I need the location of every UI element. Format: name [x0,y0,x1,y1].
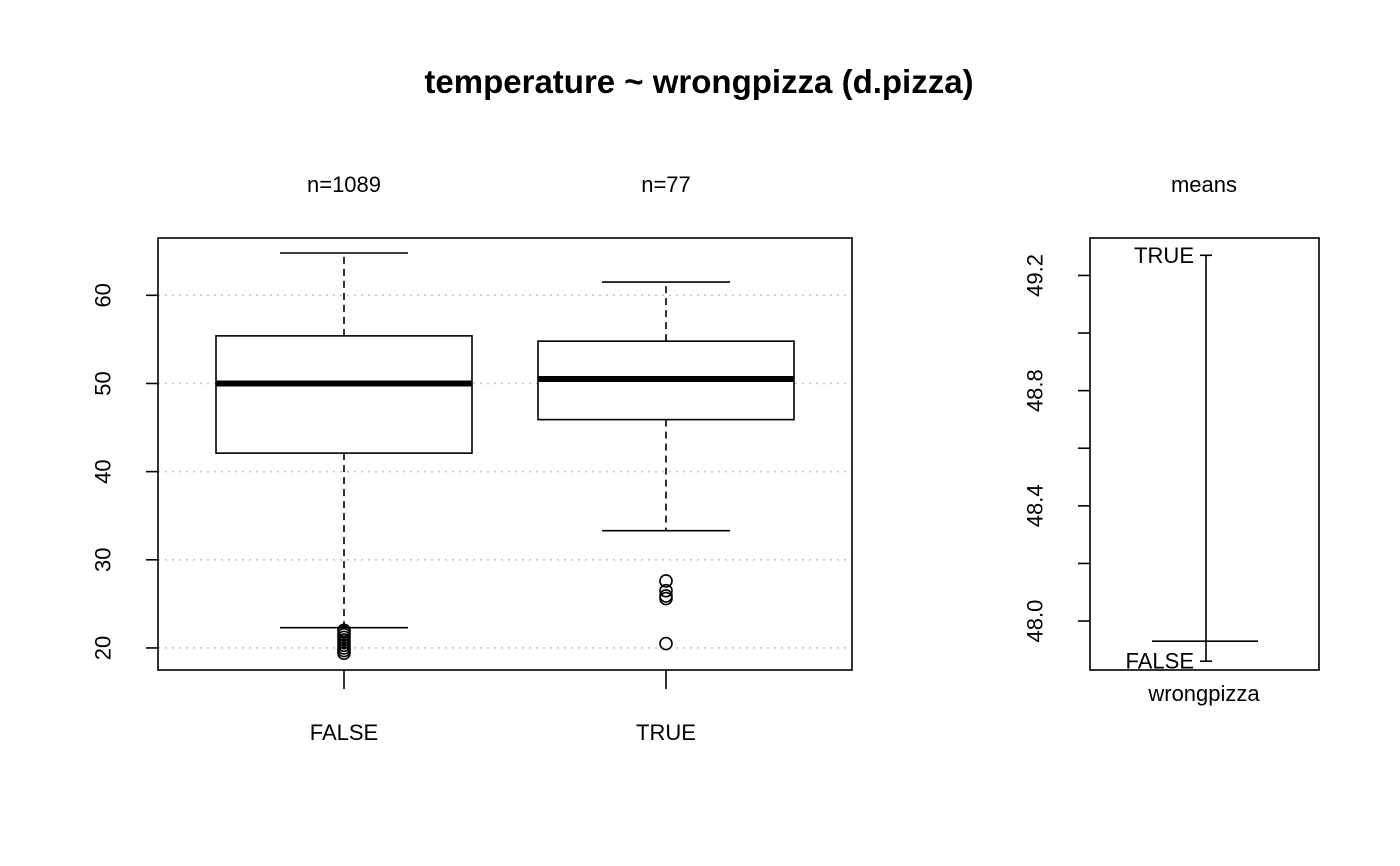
boxplot-panel: 20 30 40 50 60 FALSE TRUE n=1089 n=77 [91,172,853,745]
y-tick-label: 50 [91,371,116,395]
y-tick-label: 60 [91,283,116,307]
outlier-point [337,646,351,661]
y-tick-label: 20 [91,636,116,660]
y-tick-label: 48.0 [1023,600,1048,643]
y-tick-label: 40 [91,459,116,483]
boxplot-marks [215,252,795,661]
y-tick-label: 30 [91,548,116,572]
y-tick-label: 48.4 [1023,484,1048,527]
y-tick-label: 49.2 [1023,254,1048,297]
boxplot-y-axis: 20 30 40 50 60 [91,283,158,660]
iqr-box [215,335,473,454]
means-y-axis: 48.0 48.4 48.8 49.2 [1023,254,1090,643]
x-tick-label: FALSE [310,720,378,745]
boxplot-frame [157,237,853,671]
boxplot-counts: n=1089 n=77 [307,172,691,197]
y-tick-label: 48.8 [1023,369,1048,412]
outlier-point [659,583,673,598]
chart-title: temperature ~ wrongpizza (d.pizza) [424,63,973,100]
box-true [537,281,795,651]
means-panel-frame [1089,237,1320,671]
mean-label-true: TRUE [1134,243,1194,268]
outlier-point [659,574,673,588]
count-label: n=1089 [307,172,381,197]
boxplot-x-axis: FALSE TRUE [310,670,696,745]
outlier-point [659,591,673,606]
box-false [215,252,473,661]
means-panel-title: means [1171,172,1237,197]
means-x-axis-label: wrongpizza [1147,681,1260,706]
count-label: n=77 [641,172,691,197]
x-tick-label: TRUE [636,720,696,745]
outlier-point [659,636,673,651]
